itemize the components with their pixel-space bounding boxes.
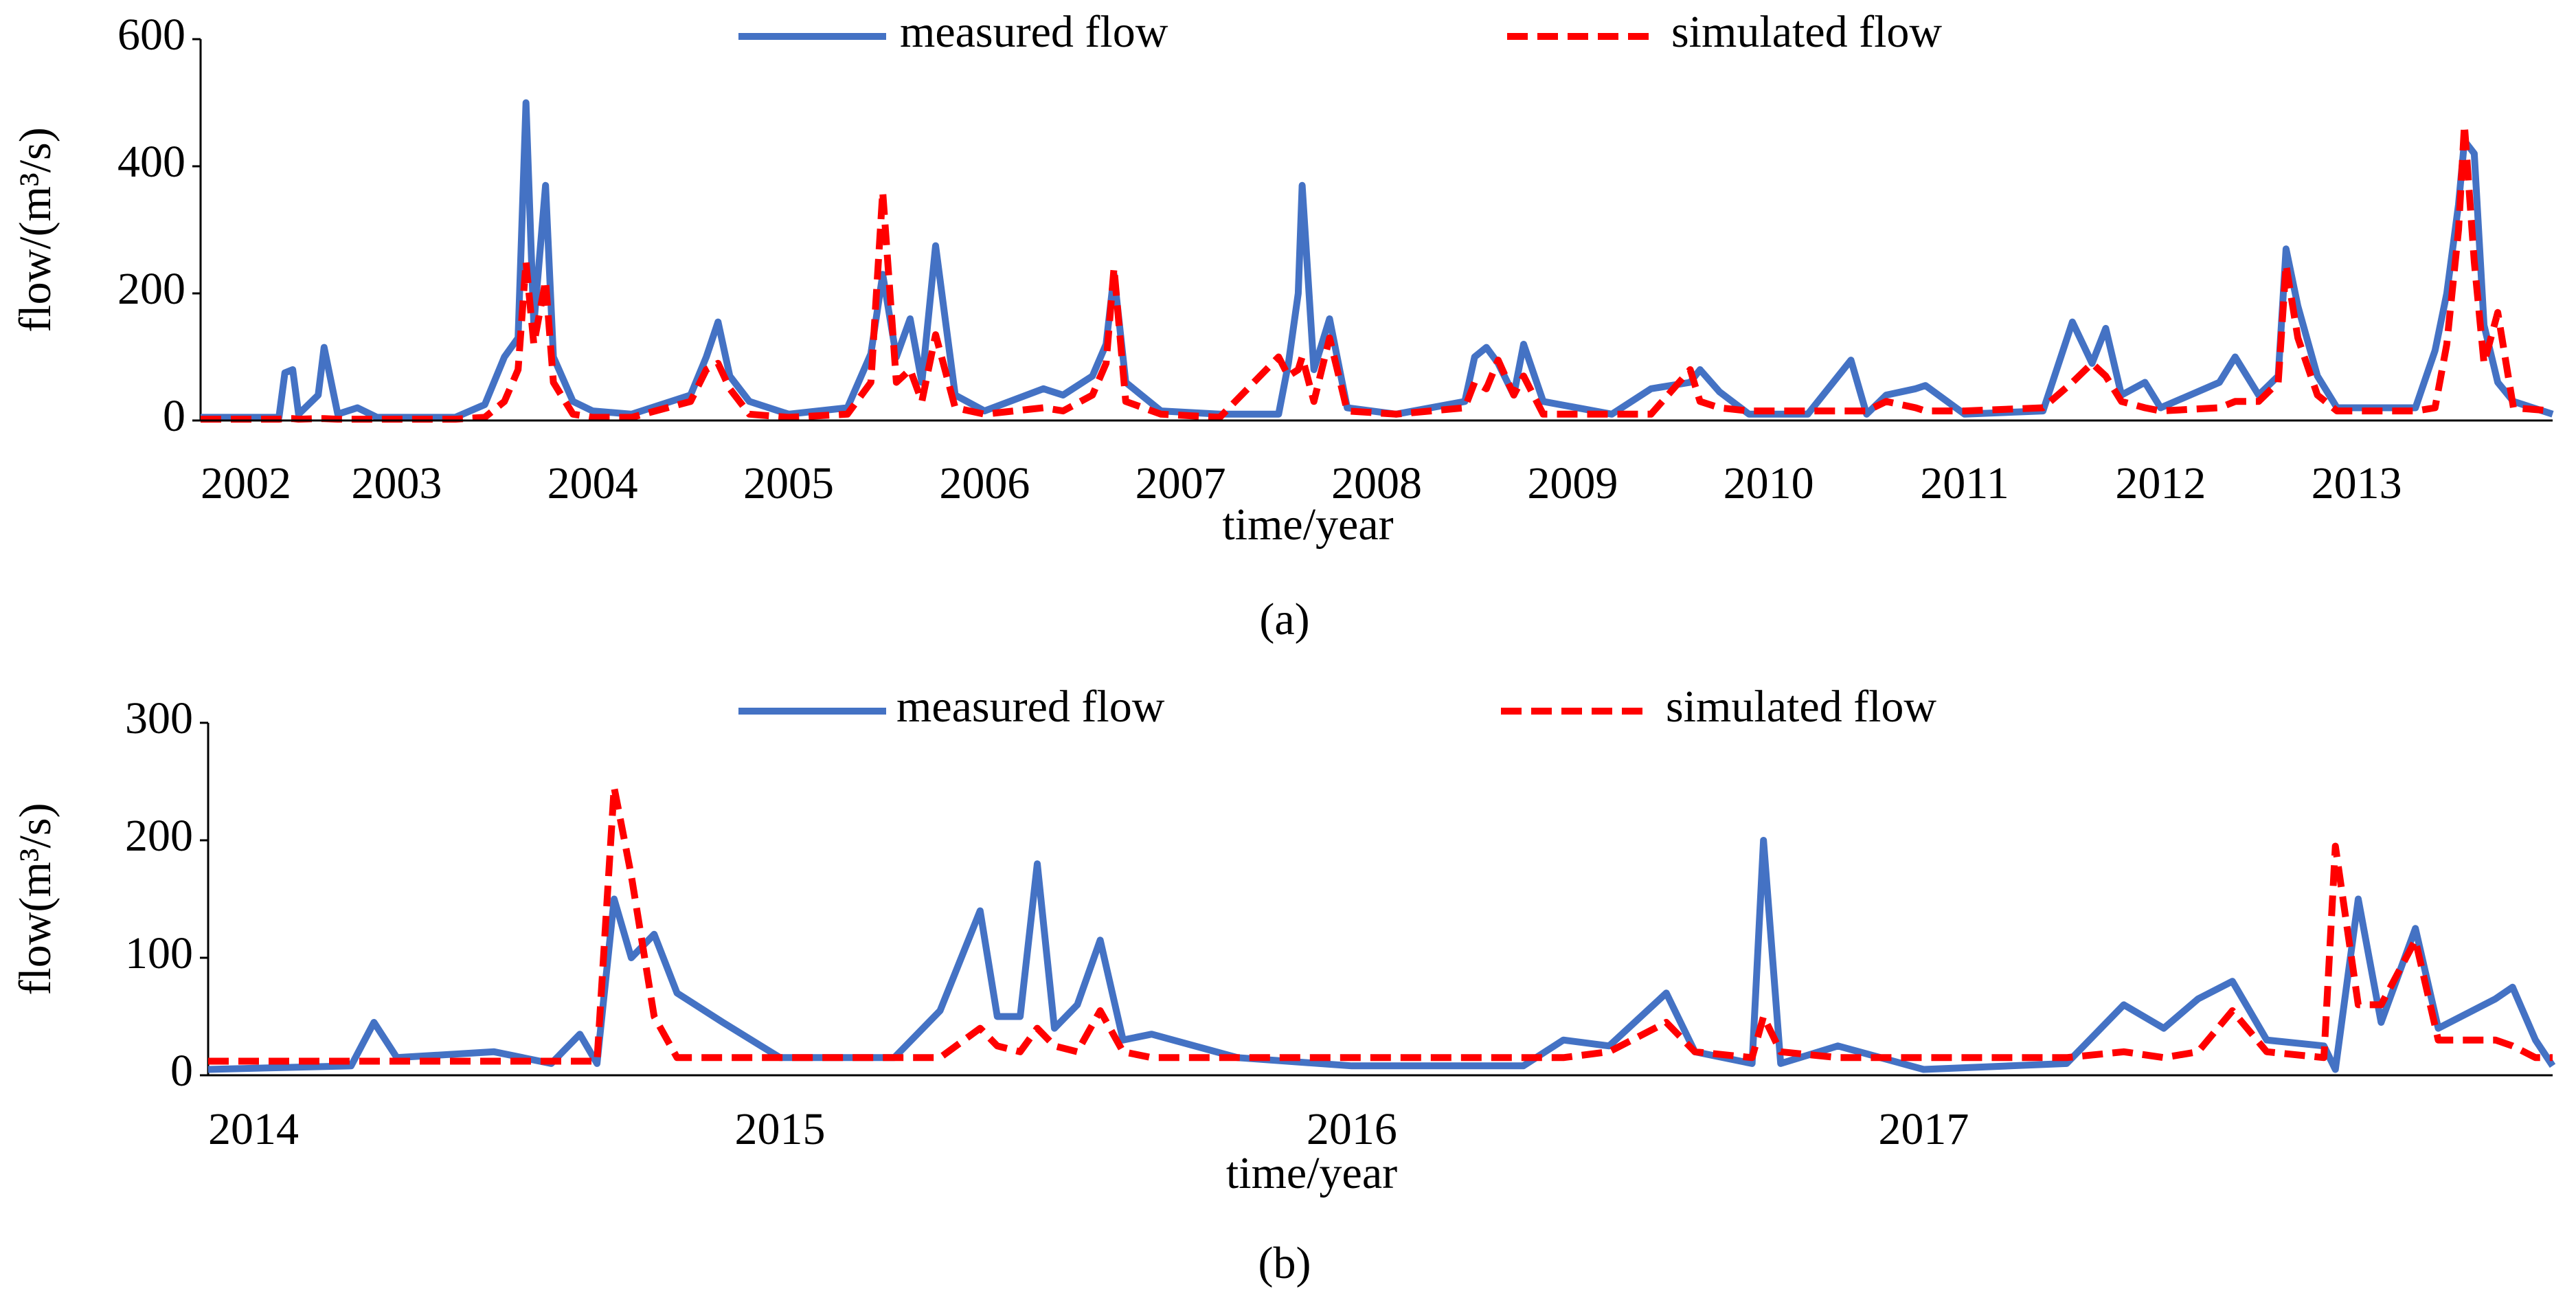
legend-label: simulated flow — [1666, 682, 1936, 732]
y-tick-label: 600 — [117, 10, 185, 60]
y-tick-label: 400 — [117, 137, 185, 187]
x-tick-label: 2007 — [1136, 458, 1226, 508]
x-tick-label: 2011 — [1920, 458, 2009, 508]
x-tick-label: 2010 — [1724, 458, 1814, 508]
legend-label: measured flow — [900, 7, 1168, 57]
x-tick-label: 2003 — [351, 458, 442, 508]
x-tick-label: 2016 — [1307, 1104, 1397, 1154]
caption: (b) — [1258, 1238, 1311, 1288]
y-tick-label: 0 — [163, 391, 185, 441]
x-tick-label: 2005 — [743, 458, 834, 508]
y-tick-label: 0 — [170, 1046, 193, 1096]
x-tick-label: 2017 — [1878, 1104, 1969, 1154]
series-line — [208, 784, 2553, 1065]
y-axis-label: flow(m³/s) — [10, 803, 60, 995]
x-tick-label: 2009 — [1527, 458, 1618, 508]
y-tick-label: 200 — [117, 264, 185, 314]
series-line — [207, 837, 2556, 1073]
x-tick-label: 2014 — [208, 1104, 299, 1154]
x-tick-label: 2013 — [2312, 458, 2402, 508]
series-line — [201, 99, 2554, 421]
y-tick-label: 100 — [125, 928, 193, 978]
legend-label: simulated flow — [1671, 7, 1942, 57]
y-tick-label: 300 — [125, 693, 193, 743]
x-tick-label: 2015 — [734, 1104, 825, 1154]
legend-label: measured flow — [896, 682, 1165, 732]
x-tick-label: 2006 — [939, 458, 1030, 508]
x-tick-label: 2002 — [201, 458, 291, 508]
x-tick-label: 2008 — [1331, 458, 1422, 508]
x-tick-label: 2012 — [2115, 458, 2206, 508]
x-axis-label: time/year — [1226, 1148, 1397, 1198]
x-axis-label: time/year — [1222, 500, 1393, 550]
y-axis-label: flow/(m³/s) — [10, 127, 60, 332]
caption: (a) — [1259, 594, 1309, 644]
x-tick-label: 2004 — [547, 458, 638, 508]
series-line — [201, 121, 2553, 423]
y-tick-label: 200 — [125, 811, 193, 861]
